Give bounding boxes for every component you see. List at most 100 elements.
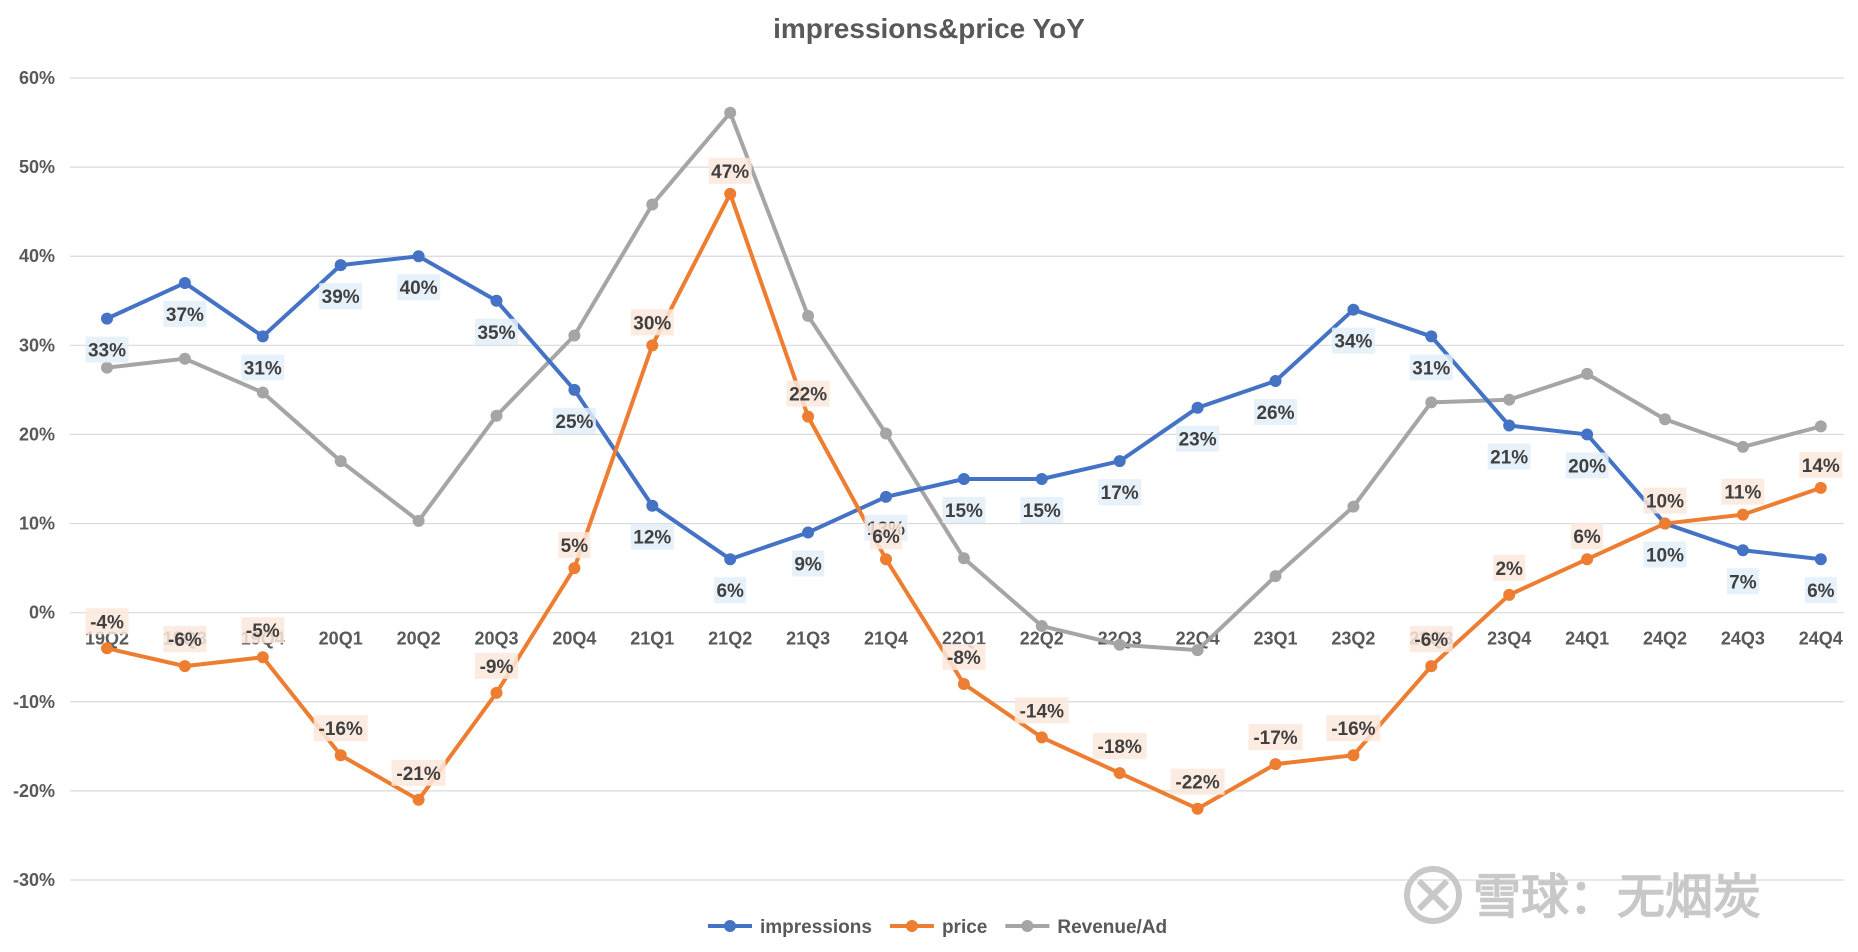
data-point xyxy=(334,259,347,272)
data-point xyxy=(1191,802,1204,815)
data-label: 6% xyxy=(872,527,900,548)
y-tick-label: 50% xyxy=(19,157,55,177)
data-label: 5% xyxy=(561,536,589,557)
data-point xyxy=(490,409,503,422)
data-point xyxy=(957,552,970,565)
data-point xyxy=(880,490,892,503)
data-point xyxy=(646,198,659,211)
data-point xyxy=(101,312,113,325)
data-point xyxy=(568,383,581,396)
data-point xyxy=(334,749,347,762)
data-label-bg xyxy=(85,608,129,635)
y-tick-label: 10% xyxy=(19,514,55,534)
data-label-bg xyxy=(313,715,368,742)
data-label-bg xyxy=(870,523,902,550)
data-label: 12% xyxy=(633,528,671,549)
data-label: 9% xyxy=(794,554,822,575)
data-label: 23% xyxy=(1179,430,1217,451)
data-point xyxy=(1581,428,1594,441)
data-label: 11% xyxy=(1724,483,1761,504)
legend-marker xyxy=(905,920,918,932)
x-tick-label: 22Q4 xyxy=(1176,629,1220,649)
data-point xyxy=(802,526,815,539)
data-point xyxy=(1503,393,1516,406)
x-tick-label: 21Q4 xyxy=(864,629,908,649)
data-point xyxy=(724,187,737,200)
data-point xyxy=(1347,749,1360,762)
data-label: -6% xyxy=(1414,630,1448,651)
y-tick-label: 30% xyxy=(19,335,55,355)
data-label-bg xyxy=(1643,487,1687,514)
data-label-bg xyxy=(1176,425,1220,452)
data-label-bg xyxy=(1487,443,1531,470)
data-label: 35% xyxy=(477,323,515,344)
data-label-bg xyxy=(475,652,518,679)
data-label-bg xyxy=(1565,452,1609,479)
data-label: 2% xyxy=(1495,559,1523,580)
data-point xyxy=(178,276,191,289)
data-label: 31% xyxy=(244,358,282,379)
data-label: 37% xyxy=(166,305,204,326)
data-label: -18% xyxy=(1098,737,1142,758)
x-tick-label: 20Q3 xyxy=(474,629,518,649)
data-label: 14% xyxy=(1802,456,1840,477)
data-label: 22% xyxy=(789,385,827,406)
data-label-bg xyxy=(1254,398,1297,425)
data-point xyxy=(1581,553,1594,566)
data-label: -6% xyxy=(168,630,202,651)
data-point xyxy=(1113,455,1126,468)
chart-title: impressions&price YoY xyxy=(773,13,1085,44)
data-label: 10% xyxy=(1646,546,1684,567)
data-point xyxy=(1581,367,1594,380)
legend-marker xyxy=(724,920,736,932)
data-point xyxy=(724,106,737,119)
data-label: 33% xyxy=(88,341,126,362)
data-label: 26% xyxy=(1256,403,1294,424)
data-point xyxy=(1347,303,1360,316)
data-point xyxy=(490,686,503,699)
data-label: 17% xyxy=(1101,483,1139,504)
x-tick-label: 24Q1 xyxy=(1565,629,1609,649)
data-label-bg xyxy=(630,523,674,550)
series-lines xyxy=(101,106,1827,815)
watermark: 雪球：无烟炭 xyxy=(1404,866,1761,925)
legend-marker xyxy=(1021,920,1034,932)
data-point xyxy=(880,427,892,440)
x-tick-label: 20Q4 xyxy=(552,629,596,649)
data-label: 6% xyxy=(1807,581,1835,602)
data-label-bg xyxy=(1799,451,1843,478)
data-label-bg xyxy=(1020,497,1064,523)
data-label-bg xyxy=(708,157,752,184)
data-point xyxy=(1736,544,1749,557)
data-label-bg xyxy=(786,380,830,407)
data-label-bg xyxy=(1804,577,1837,604)
y-axis-tick-labels: 60% 50% 40% 30% 20% 10% 0% -10% -20% -30% xyxy=(13,68,55,890)
y-tick-label: 0% xyxy=(29,603,55,623)
data-label-bg xyxy=(714,577,747,604)
data-point xyxy=(412,793,425,806)
data-label-bg xyxy=(85,336,129,363)
x-tick-label: 22Q2 xyxy=(1020,629,1064,649)
y-tick-label: 40% xyxy=(19,246,55,266)
data-label: -8% xyxy=(947,648,981,669)
data-point xyxy=(1425,396,1438,409)
legend-label: impressions xyxy=(760,917,872,938)
x-tick-label: 23Q1 xyxy=(1253,629,1297,649)
y-tick-label: 20% xyxy=(19,424,55,444)
data-label-bg xyxy=(1170,768,1225,795)
data-label-bg xyxy=(792,550,825,577)
data-point xyxy=(568,562,581,575)
data-point xyxy=(412,250,425,263)
data-label-bg xyxy=(942,497,986,523)
data-label: -14% xyxy=(1020,701,1064,722)
data-point xyxy=(646,339,659,352)
data-point xyxy=(880,553,892,566)
data-point xyxy=(1269,570,1282,583)
data-label-bg xyxy=(1331,327,1375,354)
data-point xyxy=(802,309,815,322)
data-point xyxy=(1736,440,1749,453)
data-point xyxy=(1503,419,1516,432)
data-point xyxy=(256,330,269,343)
data-point xyxy=(1425,660,1438,673)
